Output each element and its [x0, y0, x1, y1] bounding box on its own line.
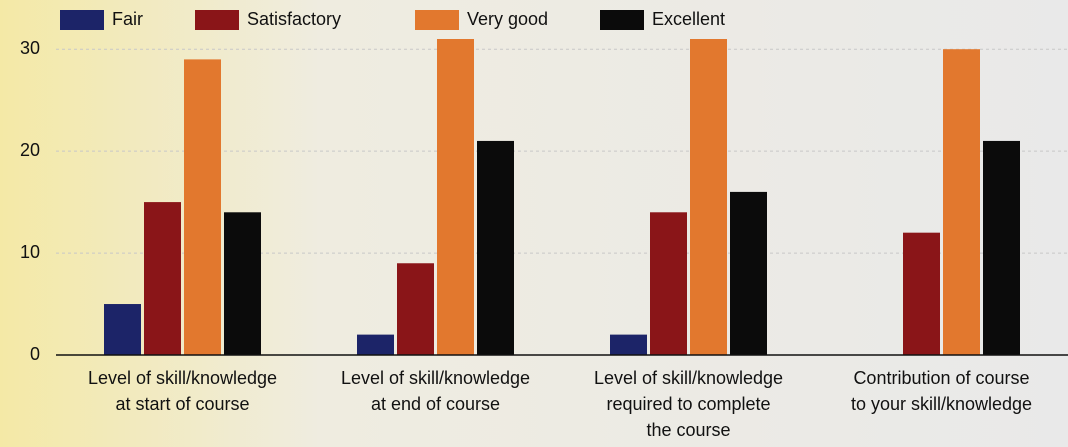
bar: [730, 191, 767, 355]
bar: [610, 334, 647, 355]
x-tick-label: Level of skill/knowledge: [594, 368, 783, 388]
y-tick-label: 0: [30, 344, 40, 364]
x-tick-label: Contribution of course: [853, 368, 1029, 388]
x-tick-label: at end of course: [371, 394, 500, 414]
bar: [184, 59, 221, 356]
x-tick-label: the course: [646, 420, 730, 440]
bar: [903, 232, 940, 355]
bar: [144, 202, 181, 355]
bar: [690, 39, 727, 355]
bar: [943, 49, 980, 356]
bar: [397, 263, 434, 355]
legend-swatch: [60, 10, 104, 30]
legend-swatch: [415, 10, 459, 30]
x-tick-label: Level of skill/knowledge: [341, 368, 530, 388]
legend-swatch: [600, 10, 644, 30]
bar: [983, 140, 1020, 355]
bar: [437, 39, 474, 355]
x-tick-label: to your skill/knowledge: [851, 394, 1032, 414]
legend-label: Excellent: [652, 9, 725, 29]
bar: [224, 212, 261, 355]
y-tick-label: 10: [20, 242, 40, 262]
x-tick-label: Level of skill/knowledge: [88, 368, 277, 388]
bar: [650, 212, 687, 355]
legend-label: Satisfactory: [247, 9, 341, 29]
legend: Fair Satisfactory Very good Excellent: [60, 9, 725, 30]
y-tick-label: 30: [20, 38, 40, 58]
legend-label: Very good: [467, 9, 548, 29]
x-tick-label: at start of course: [115, 394, 249, 414]
legend-label: Fair: [112, 9, 143, 29]
bar: [104, 304, 141, 355]
bar: [477, 140, 514, 355]
legend-swatch: [195, 10, 239, 30]
bar: [357, 334, 394, 355]
y-tick-label: 20: [20, 140, 40, 160]
x-tick-label: required to complete: [606, 394, 770, 414]
